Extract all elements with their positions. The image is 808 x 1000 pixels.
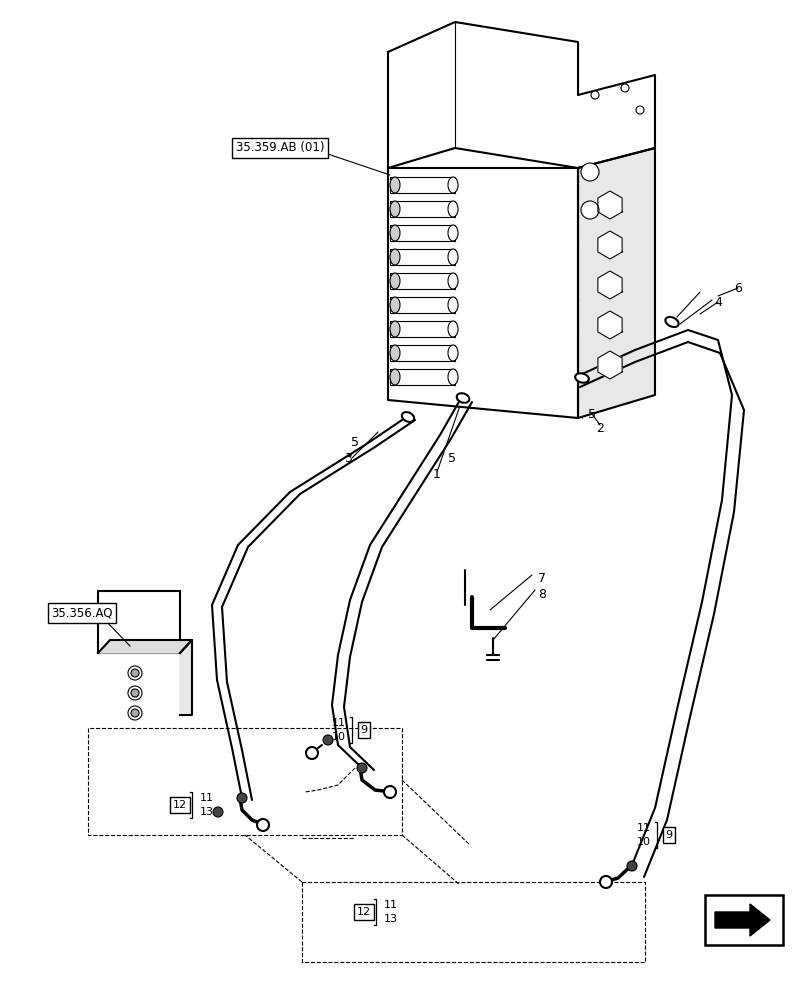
Ellipse shape xyxy=(402,412,415,422)
Ellipse shape xyxy=(390,273,400,289)
Text: 12: 12 xyxy=(357,907,371,917)
Ellipse shape xyxy=(448,297,458,313)
Text: 13: 13 xyxy=(384,914,398,924)
Bar xyxy=(390,345,455,361)
Text: 9: 9 xyxy=(666,830,672,840)
Circle shape xyxy=(306,747,318,759)
Text: 6: 6 xyxy=(734,282,742,294)
Text: 35.359.AB (01): 35.359.AB (01) xyxy=(236,141,324,154)
Ellipse shape xyxy=(448,201,458,217)
Polygon shape xyxy=(388,168,578,418)
Bar xyxy=(390,249,455,265)
Bar xyxy=(705,895,783,945)
Circle shape xyxy=(323,735,333,745)
Bar xyxy=(390,225,455,241)
Ellipse shape xyxy=(390,345,400,361)
Ellipse shape xyxy=(448,369,458,385)
Text: 5: 5 xyxy=(351,436,359,448)
Circle shape xyxy=(237,793,247,803)
Polygon shape xyxy=(598,311,622,339)
Bar xyxy=(390,273,455,289)
Text: 11: 11 xyxy=(332,718,346,728)
Circle shape xyxy=(581,163,599,181)
Polygon shape xyxy=(598,191,622,219)
Text: 8: 8 xyxy=(538,588,546,601)
Polygon shape xyxy=(598,351,622,379)
Circle shape xyxy=(581,201,599,219)
Ellipse shape xyxy=(448,345,458,361)
Text: 13: 13 xyxy=(200,807,214,817)
Text: 11: 11 xyxy=(384,900,398,910)
Ellipse shape xyxy=(390,321,400,337)
Circle shape xyxy=(131,689,139,697)
Circle shape xyxy=(128,706,142,720)
Bar xyxy=(390,177,455,193)
Polygon shape xyxy=(388,22,655,168)
Circle shape xyxy=(384,786,396,798)
Ellipse shape xyxy=(448,225,458,241)
Circle shape xyxy=(357,763,367,773)
Circle shape xyxy=(131,709,139,717)
Circle shape xyxy=(257,819,269,831)
Circle shape xyxy=(131,669,139,677)
Circle shape xyxy=(128,686,142,700)
Text: 2: 2 xyxy=(596,422,604,434)
Ellipse shape xyxy=(575,373,589,383)
Text: 9: 9 xyxy=(360,725,368,735)
Text: 10: 10 xyxy=(332,732,346,742)
Ellipse shape xyxy=(390,177,400,193)
Text: 5: 5 xyxy=(448,452,456,464)
Text: 35.356.AQ: 35.356.AQ xyxy=(51,606,113,619)
Polygon shape xyxy=(715,904,770,936)
Ellipse shape xyxy=(448,321,458,337)
Ellipse shape xyxy=(448,273,458,289)
Polygon shape xyxy=(180,640,192,715)
Polygon shape xyxy=(598,231,622,259)
Text: 3: 3 xyxy=(344,452,352,464)
Bar xyxy=(390,369,455,385)
Circle shape xyxy=(213,807,223,817)
Text: 7: 7 xyxy=(538,572,546,584)
Text: 1: 1 xyxy=(433,468,441,482)
Circle shape xyxy=(636,106,644,114)
Circle shape xyxy=(591,91,599,99)
Polygon shape xyxy=(598,271,622,299)
Circle shape xyxy=(600,876,612,888)
Bar xyxy=(390,321,455,337)
Circle shape xyxy=(627,861,637,871)
Ellipse shape xyxy=(665,317,679,327)
Text: 5: 5 xyxy=(588,408,596,422)
Ellipse shape xyxy=(390,201,400,217)
Text: 11: 11 xyxy=(200,793,214,803)
Circle shape xyxy=(128,666,142,680)
Ellipse shape xyxy=(390,369,400,385)
Text: 10: 10 xyxy=(637,837,651,847)
Ellipse shape xyxy=(448,177,458,193)
Bar xyxy=(98,591,180,653)
Polygon shape xyxy=(578,148,655,418)
Ellipse shape xyxy=(390,249,400,265)
Circle shape xyxy=(621,84,629,92)
Ellipse shape xyxy=(390,297,400,313)
Polygon shape xyxy=(98,640,192,653)
Ellipse shape xyxy=(390,225,400,241)
Text: 12: 12 xyxy=(173,800,187,810)
Ellipse shape xyxy=(457,393,469,403)
Bar xyxy=(390,297,455,313)
Text: 4: 4 xyxy=(714,296,722,308)
Bar xyxy=(390,201,455,217)
Text: 11: 11 xyxy=(637,823,651,833)
Ellipse shape xyxy=(448,249,458,265)
